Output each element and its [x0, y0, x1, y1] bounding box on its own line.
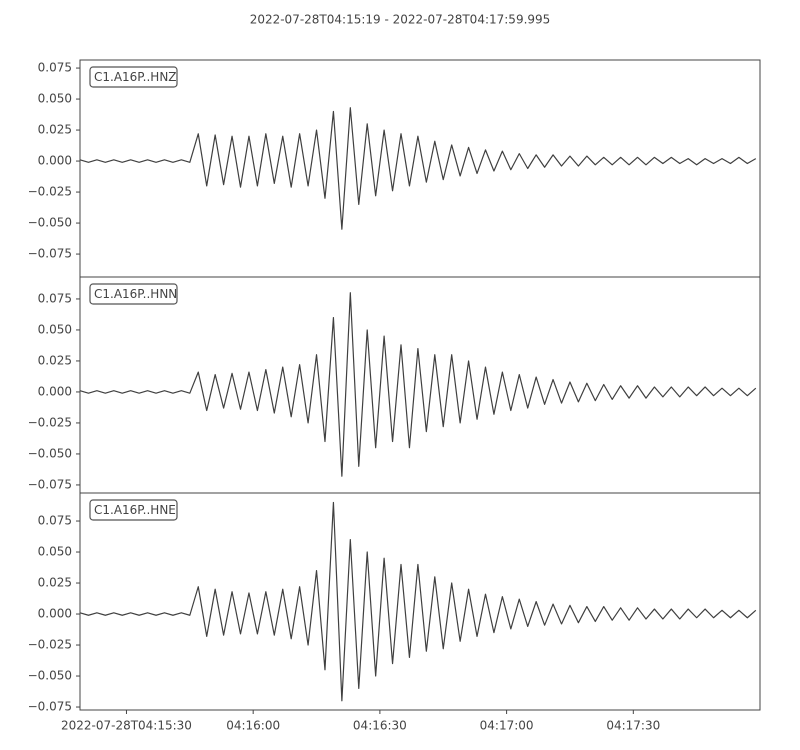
- waveform: [79, 501, 757, 702]
- waveform: [79, 107, 757, 230]
- trace-label: C1.A16P..HNN: [94, 287, 177, 301]
- y-tick-label: 0.075: [38, 514, 72, 528]
- y-tick-label: 0.000: [38, 154, 72, 168]
- y-tick-label: 0.025: [38, 123, 72, 137]
- y-tick-label: 0.050: [38, 92, 72, 106]
- trace-label-box: [89, 66, 178, 88]
- chart-title: 2022-07-28T04:15:19 - 2022-07-28T04:17:5…: [250, 13, 551, 27]
- y-tick-label: −0.075: [28, 477, 72, 491]
- y-tick-label: −0.025: [28, 415, 72, 429]
- y-tick-label: 0.000: [38, 384, 72, 398]
- y-tick-label: 0.050: [38, 545, 72, 559]
- trace-label-box: [89, 283, 178, 305]
- y-tick-label: 0.025: [38, 353, 72, 367]
- y-tick-label: 0.075: [38, 61, 72, 75]
- x-tick-label: 04:17:00: [480, 719, 534, 733]
- y-tick-label: 0.000: [38, 607, 72, 621]
- x-tick-label: 2022-07-28T04:15:30: [61, 719, 192, 733]
- y-tick-label: −0.075: [28, 700, 72, 714]
- trace-label: C1.A16P..HNE: [94, 503, 176, 517]
- trace-label-box: [89, 499, 178, 521]
- x-tick-label: 04:16:30: [353, 719, 407, 733]
- waveform: [79, 292, 757, 477]
- y-tick-label: −0.050: [28, 669, 72, 683]
- x-tick-label: 04:17:30: [606, 719, 660, 733]
- plot-frame: [79, 59, 761, 278]
- y-tick-label: −0.025: [28, 185, 72, 199]
- y-tick-label: −0.075: [28, 247, 72, 261]
- x-tick-label: 04:16:00: [226, 719, 280, 733]
- trace-label: C1.A16P..HNZ: [94, 70, 177, 84]
- y-tick-label: −0.050: [28, 216, 72, 230]
- y-tick-label: 0.075: [38, 291, 72, 305]
- y-tick-label: 0.025: [38, 576, 72, 590]
- y-tick-label: 0.050: [38, 322, 72, 336]
- y-tick-label: −0.050: [28, 446, 72, 460]
- y-tick-label: −0.025: [28, 638, 72, 652]
- plot-frame: [79, 492, 761, 711]
- plot-frame: [79, 276, 761, 494]
